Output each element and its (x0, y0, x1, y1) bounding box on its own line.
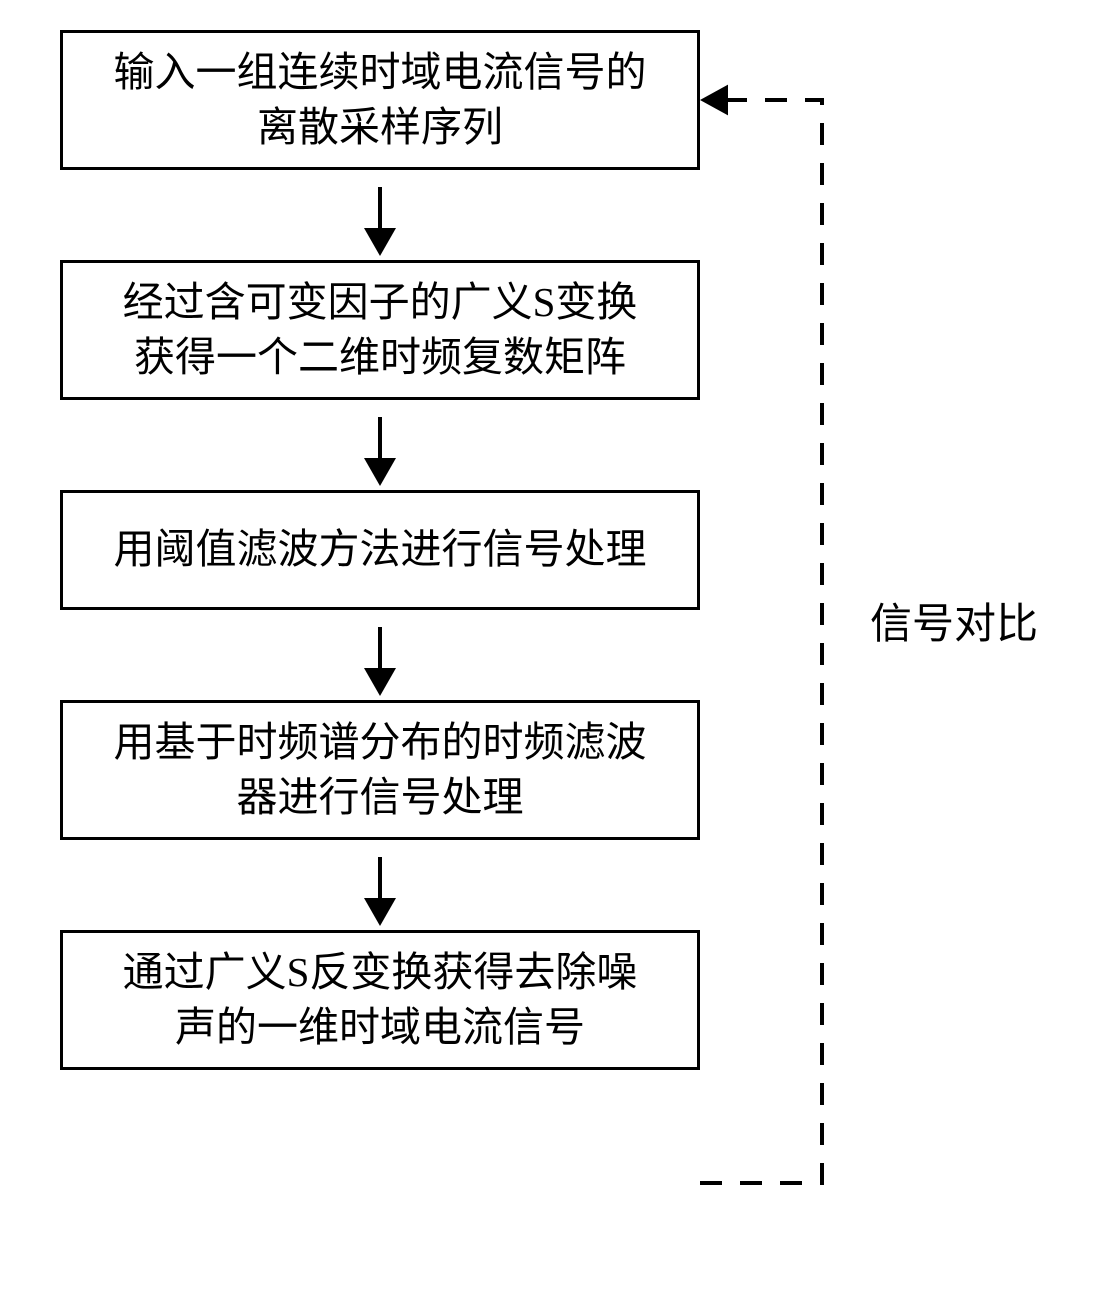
node-text-line: 通过广义S反变换获得去除噪 (123, 945, 638, 1000)
arrow-1-2 (60, 170, 700, 260)
arrow-2-3 (60, 400, 700, 490)
arrow-head-icon (364, 668, 396, 696)
feedback-label: 信号对比 (870, 590, 1038, 651)
arrow-3-4 (60, 610, 700, 700)
arrow-head-icon (364, 228, 396, 256)
flowchart-container: 输入一组连续时域电流信号的 离散采样序列 经过含可变因子的广义S变换 获得一个二… (60, 30, 700, 1070)
node-output: 通过广义S反变换获得去除噪 声的一维时域电流信号 (60, 930, 700, 1070)
node-text-line: 器进行信号处理 (237, 770, 524, 825)
node-text-line: 获得一个二维时频复数矩阵 (134, 330, 626, 385)
node-filter: 用基于时频谱分布的时频滤波 器进行信号处理 (60, 700, 700, 840)
node-text-line: 用基于时频谱分布的时频滤波 (114, 715, 647, 770)
node-input: 输入一组连续时域电流信号的 离散采样序列 (60, 30, 700, 170)
node-text-line: 经过含可变因子的广义S变换 (123, 275, 638, 330)
node-transform: 经过含可变因子的广义S变换 获得一个二维时频复数矩阵 (60, 260, 700, 400)
arrow-head-icon (364, 898, 396, 926)
node-text-line: 离散采样序列 (257, 100, 503, 155)
node-text-line: 输入一组连续时域电流信号的 (114, 45, 647, 100)
node-text-line: 用阈值滤波方法进行信号处理 (114, 522, 647, 577)
node-threshold: 用阈值滤波方法进行信号处理 (60, 490, 700, 610)
node-text-line: 声的一维时域电流信号 (175, 1000, 585, 1055)
arrow-head-icon (364, 458, 396, 486)
arrow-4-5 (60, 840, 700, 930)
